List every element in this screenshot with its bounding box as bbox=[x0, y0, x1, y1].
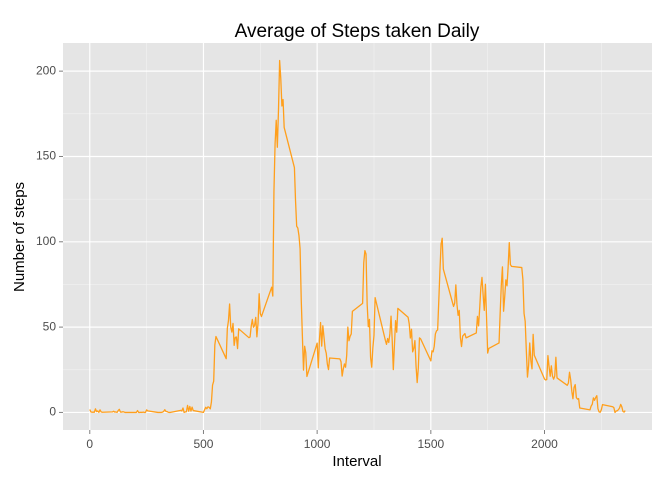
x-tick-label: 1500 bbox=[417, 437, 444, 451]
y-tick-label: 200 bbox=[36, 63, 56, 77]
data-line bbox=[89, 59, 626, 414]
y-tick-label: 100 bbox=[36, 234, 56, 248]
plot-panel bbox=[63, 43, 652, 430]
x-tick-label: 1000 bbox=[304, 437, 331, 451]
y-tick-label: 0 bbox=[49, 405, 56, 419]
chart-title: Average of Steps taken Daily bbox=[235, 21, 480, 42]
x-tick-label: 500 bbox=[193, 437, 213, 451]
x-axis-title: Interval bbox=[332, 453, 381, 470]
x-tick-label: 2000 bbox=[531, 437, 558, 451]
x-tick-label: 0 bbox=[86, 437, 93, 451]
y-axis-title: Number of steps bbox=[11, 182, 28, 292]
y-tick-label: 150 bbox=[36, 149, 56, 163]
y-tick-label: 50 bbox=[43, 319, 57, 333]
